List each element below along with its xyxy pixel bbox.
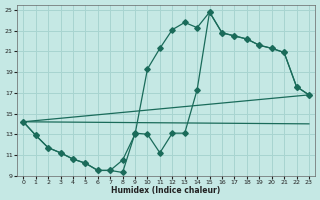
X-axis label: Humidex (Indice chaleur): Humidex (Indice chaleur)	[111, 186, 221, 195]
